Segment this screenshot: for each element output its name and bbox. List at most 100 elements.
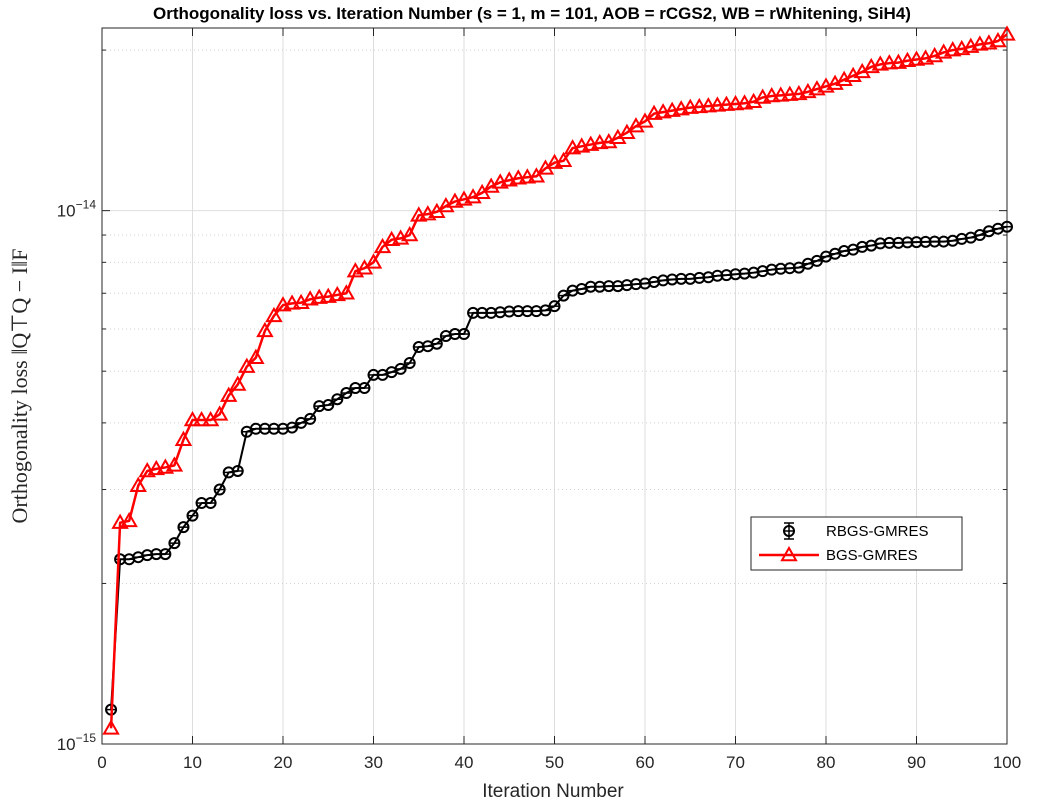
data-point bbox=[783, 525, 795, 537]
data-point bbox=[247, 348, 265, 364]
x-tick-label: 60 bbox=[636, 753, 655, 772]
data-point bbox=[286, 421, 299, 434]
data-point bbox=[147, 459, 166, 476]
x-tick-label: 20 bbox=[274, 753, 293, 772]
axes bbox=[101, 27, 1008, 745]
data-point bbox=[726, 94, 745, 111]
data-point bbox=[213, 483, 226, 496]
data-point bbox=[699, 97, 718, 113]
x-tick-label: 10 bbox=[183, 753, 202, 772]
data-point bbox=[871, 55, 890, 71]
data-point bbox=[210, 405, 229, 421]
data-point bbox=[168, 537, 181, 550]
legend-item[interactable]: BGS-GMRES bbox=[759, 545, 918, 564]
data-point bbox=[310, 288, 328, 304]
data-point bbox=[183, 410, 202, 427]
x-tick-label: 100 bbox=[993, 753, 1021, 772]
data-point bbox=[636, 112, 654, 128]
legend-label: BGS-GMRES bbox=[826, 547, 918, 564]
data-point bbox=[509, 169, 528, 185]
data-point bbox=[654, 103, 672, 119]
data-point bbox=[907, 50, 926, 66]
data-point bbox=[762, 87, 781, 103]
data-point bbox=[394, 362, 407, 375]
data-point bbox=[554, 151, 573, 168]
data-point bbox=[971, 35, 989, 51]
data-point bbox=[382, 230, 401, 246]
data-point bbox=[458, 328, 470, 341]
data-point bbox=[780, 545, 798, 562]
axes-frame bbox=[101, 27, 1008, 745]
data-point bbox=[690, 97, 709, 114]
data-point bbox=[304, 412, 317, 425]
data-point bbox=[219, 386, 238, 402]
data-point bbox=[174, 430, 193, 446]
data-point bbox=[548, 300, 561, 313]
data-point bbox=[735, 94, 754, 110]
data-point bbox=[591, 133, 609, 150]
legend-item[interactable]: RBGS-GMRES bbox=[783, 522, 929, 540]
data-point bbox=[159, 548, 172, 561]
y-tick-label: 10−14 bbox=[57, 198, 97, 221]
y-axis-label-group: Orthogonality loss ‖Q⊤Q − I‖F bbox=[7, 249, 32, 524]
data-point bbox=[364, 253, 383, 269]
data-point bbox=[663, 101, 681, 117]
data-point bbox=[358, 382, 371, 395]
data-point bbox=[943, 41, 962, 57]
data-point bbox=[186, 509, 199, 522]
data-point bbox=[373, 237, 392, 254]
data-point bbox=[192, 410, 211, 427]
series-rbgs-gmres bbox=[105, 220, 1013, 716]
y-axis-label: Orthogonality loss ‖Q⊤Q − I‖F bbox=[7, 249, 32, 524]
data-point bbox=[400, 226, 419, 242]
series-layer bbox=[102, 25, 1016, 735]
data-point bbox=[256, 321, 274, 338]
x-tick-label: 80 bbox=[817, 753, 836, 772]
data-point bbox=[403, 357, 416, 370]
data-point bbox=[204, 497, 217, 510]
data-point bbox=[772, 86, 790, 102]
data-point bbox=[880, 54, 899, 70]
data-point bbox=[165, 456, 184, 472]
grid-lines bbox=[101, 28, 1008, 745]
legend-label: RBGS-GMRES bbox=[826, 523, 929, 540]
data-point bbox=[1001, 220, 1013, 233]
data-point bbox=[340, 387, 353, 400]
data-point bbox=[717, 95, 736, 111]
data-point bbox=[322, 399, 335, 412]
series-bgs-gmres bbox=[102, 25, 1016, 735]
data-point bbox=[681, 98, 699, 114]
x-tick-label: 0 bbox=[97, 753, 106, 772]
data-point bbox=[410, 206, 428, 222]
data-point bbox=[753, 88, 772, 104]
data-point bbox=[645, 104, 663, 120]
data-point bbox=[708, 96, 727, 112]
data-point bbox=[337, 284, 356, 300]
data-point bbox=[518, 168, 537, 184]
data-point bbox=[331, 393, 344, 406]
x-tick-label: 70 bbox=[726, 753, 745, 772]
data-point bbox=[120, 511, 138, 528]
y-tick-label: 10−15 bbox=[57, 731, 97, 754]
data-point bbox=[129, 476, 147, 492]
chart-title: Orthogonality loss vs. Iteration Number … bbox=[153, 4, 911, 23]
data-point bbox=[898, 51, 917, 67]
data-point bbox=[231, 464, 244, 477]
data-point bbox=[998, 25, 1016, 41]
x-tick-label: 50 bbox=[545, 753, 564, 772]
data-point bbox=[177, 521, 190, 534]
data-point bbox=[102, 719, 120, 735]
x-tick-label: 30 bbox=[364, 753, 383, 772]
x-tick-label: 90 bbox=[907, 753, 926, 772]
legend[interactable]: RBGS-GMRES BGS-GMRES bbox=[750, 516, 963, 571]
data-point bbox=[430, 337, 443, 350]
data-point bbox=[781, 85, 799, 101]
data-point bbox=[557, 289, 570, 302]
data-point bbox=[265, 306, 283, 323]
data-point bbox=[229, 375, 247, 391]
data-point bbox=[283, 294, 301, 310]
x-axis-label: Iteration Number bbox=[482, 781, 624, 801]
data-point bbox=[238, 357, 256, 373]
data-point bbox=[527, 167, 546, 183]
